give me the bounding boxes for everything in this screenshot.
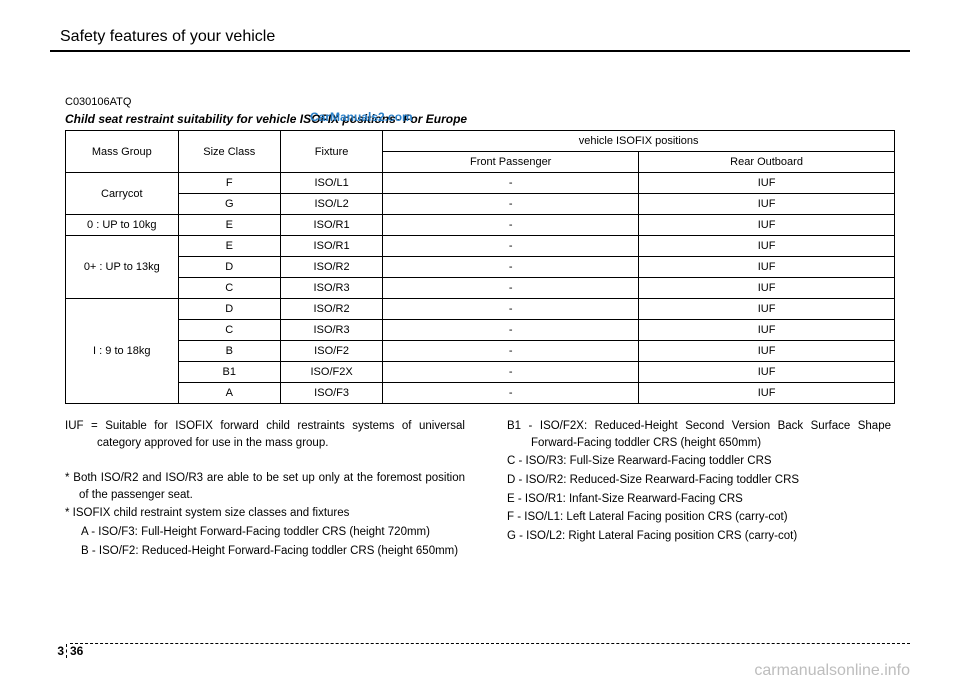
- page-number: 336: [50, 644, 84, 658]
- mass-group-cell: I : 9 to 18kg: [66, 299, 179, 404]
- front-cell: -: [383, 173, 639, 194]
- size-cell: B1: [178, 362, 280, 383]
- size-cell: D: [178, 299, 280, 320]
- fixture-cell: ISO/L1: [280, 173, 382, 194]
- front-cell: -: [383, 194, 639, 215]
- fixture-cell: ISO/F2: [280, 341, 382, 362]
- page-number-value: 36: [66, 644, 84, 658]
- figure-code: C030106ATQ: [65, 96, 131, 108]
- col-front: Front Passenger: [383, 152, 639, 173]
- mass-group-cell: 0+ : UP to 13kg: [66, 236, 179, 299]
- size-cell: G: [178, 194, 280, 215]
- fixture-cell: ISO/F2X: [280, 362, 382, 383]
- chapter-number: 3: [50, 644, 64, 658]
- fixture-cell: ISO/R2: [280, 299, 382, 320]
- rear-cell: IUF: [639, 194, 895, 215]
- class-g: G - ISO/L2: Right Lateral Facing positio…: [491, 528, 891, 545]
- col-mass: Mass Group: [66, 131, 179, 173]
- note-2: * ISOFIX child restraint system size cla…: [65, 505, 465, 522]
- col-positions: vehicle ISOFIX positions: [383, 131, 895, 152]
- col-fixture: Fixture: [280, 131, 382, 173]
- table-row: DISO/R2-IUF: [66, 257, 895, 278]
- table-row: B1ISO/F2X-IUF: [66, 362, 895, 383]
- size-cell: E: [178, 236, 280, 257]
- note-1: * Both ISO/R2 and ISO/R3 are able to be …: [65, 470, 465, 503]
- class-c: C - ISO/R3: Full-Size Rearward-Facing to…: [491, 453, 891, 470]
- rear-cell: IUF: [639, 236, 895, 257]
- fixture-cell: ISO/R2: [280, 257, 382, 278]
- rear-cell: IUF: [639, 278, 895, 299]
- fixture-cell: ISO/F3: [280, 383, 382, 404]
- watermark-top: CarManuals2.com: [310, 110, 413, 124]
- fixture-cell: ISO/R3: [280, 278, 382, 299]
- front-cell: -: [383, 278, 639, 299]
- front-cell: -: [383, 299, 639, 320]
- class-b1: B1 - ISO/F2X: Reduced-Height Second Vers…: [491, 418, 891, 451]
- fixture-cell: ISO/R1: [280, 236, 382, 257]
- rear-cell: IUF: [639, 257, 895, 278]
- header-title: Safety features of your vehicle: [60, 28, 910, 46]
- rear-cell: IUF: [639, 320, 895, 341]
- right-column: B1 - ISO/F2X: Reduced-Height Second Vers…: [491, 418, 891, 561]
- class-b: B - ISO/F2: Reduced-Height Forward-Facin…: [65, 543, 465, 560]
- fixture-cell: ISO/R1: [280, 215, 382, 236]
- watermark-bottom: carmanualsonline.info: [754, 662, 910, 680]
- fixture-cell: ISO/R3: [280, 320, 382, 341]
- front-cell: -: [383, 236, 639, 257]
- footer-rule: [70, 643, 910, 644]
- rear-cell: IUF: [639, 362, 895, 383]
- size-cell: F: [178, 173, 280, 194]
- table-row: GISO/L2-IUF: [66, 194, 895, 215]
- rear-cell: IUF: [639, 299, 895, 320]
- rear-cell: IUF: [639, 341, 895, 362]
- front-cell: -: [383, 215, 639, 236]
- class-e: E - ISO/R1: Infant-Size Rearward-Facing …: [491, 491, 891, 508]
- table-row: CISO/R3-IUF: [66, 320, 895, 341]
- size-cell: B: [178, 341, 280, 362]
- rear-cell: IUF: [639, 173, 895, 194]
- table-row: AISO/F3-IUF: [66, 383, 895, 404]
- class-f: F - ISO/L1: Left Lateral Facing position…: [491, 509, 891, 526]
- class-d: D - ISO/R2: Reduced-Size Rearward-Facing…: [491, 472, 891, 489]
- mass-group-cell: Carrycot: [66, 173, 179, 215]
- size-cell: C: [178, 320, 280, 341]
- size-cell: E: [178, 215, 280, 236]
- fixture-cell: ISO/L2: [280, 194, 382, 215]
- table-row: I : 9 to 18kgDISO/R2-IUF: [66, 299, 895, 320]
- col-size: Size Class: [178, 131, 280, 173]
- iuf-definition: IUF = Suitable for ISOFIX forward child …: [65, 418, 465, 451]
- front-cell: -: [383, 341, 639, 362]
- section-title: Child seat restraint suitability for veh…: [65, 112, 910, 126]
- size-cell: A: [178, 383, 280, 404]
- rear-cell: IUF: [639, 383, 895, 404]
- col-rear: Rear Outboard: [639, 152, 895, 173]
- size-cell: D: [178, 257, 280, 278]
- table-row: CISO/R3-IUF: [66, 278, 895, 299]
- isofix-table: Mass Group Size Class Fixture vehicle IS…: [65, 130, 895, 404]
- front-cell: -: [383, 257, 639, 278]
- header-rule: [50, 50, 910, 52]
- left-column: IUF = Suitable for ISOFIX forward child …: [65, 418, 465, 561]
- table-row: 0 : UP to 10kgEISO/R1-IUF: [66, 215, 895, 236]
- rear-cell: IUF: [639, 215, 895, 236]
- front-cell: -: [383, 362, 639, 383]
- front-cell: -: [383, 383, 639, 404]
- front-cell: -: [383, 320, 639, 341]
- mass-group-cell: 0 : UP to 10kg: [66, 215, 179, 236]
- body-columns: IUF = Suitable for ISOFIX forward child …: [65, 418, 910, 561]
- size-cell: C: [178, 278, 280, 299]
- table-row: BISO/F2-IUF: [66, 341, 895, 362]
- table-row: 0+ : UP to 13kgEISO/R1-IUF: [66, 236, 895, 257]
- class-a: A - ISO/F3: Full-Height Forward-Facing t…: [65, 524, 465, 541]
- table-row: CarrycotFISO/L1-IUF: [66, 173, 895, 194]
